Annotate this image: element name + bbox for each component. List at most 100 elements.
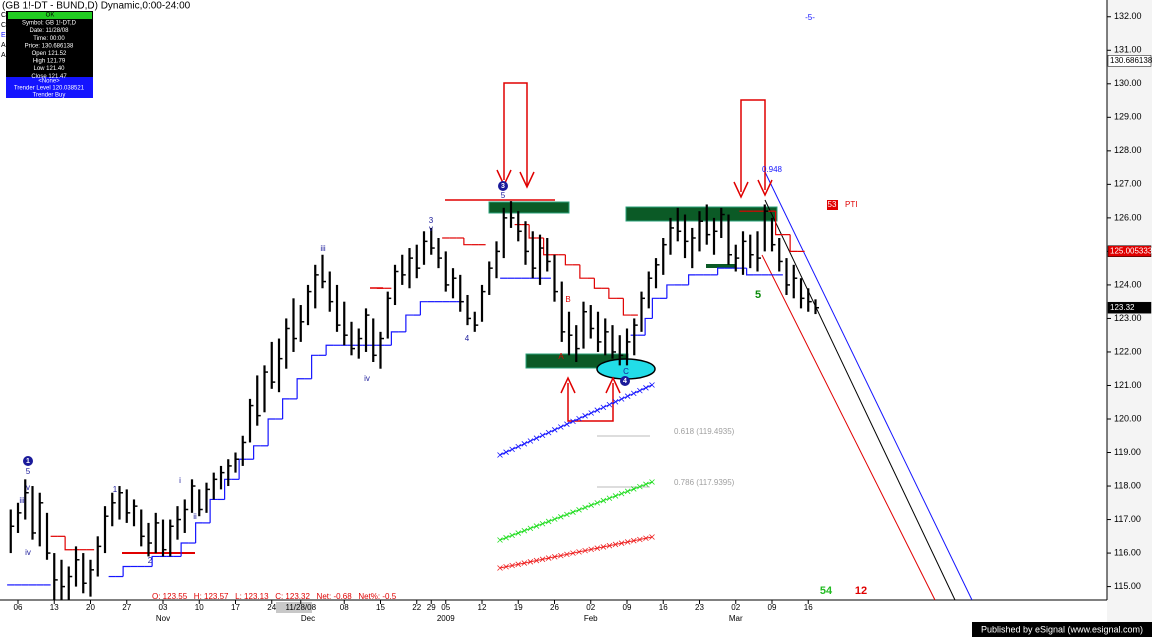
x-tick-label: 15 [376, 603, 385, 612]
channel-line [764, 199, 956, 601]
info-line: Symbol: GB 1!-DT,D [22, 21, 77, 27]
trender-step [195, 522, 203, 544]
annotation: 3 [501, 183, 505, 190]
projection-marks [497, 382, 655, 458]
zone-box [488, 201, 570, 214]
trender-step [688, 274, 696, 285]
trender-step [651, 297, 660, 319]
x-tick-label: 10 [195, 603, 204, 612]
annotation: 0.948 [762, 165, 783, 174]
y-tick-label: 130.00 [1114, 78, 1142, 88]
x-tick-label: 02 [731, 603, 740, 612]
wave-circle [23, 456, 33, 466]
y-tick-label: 124.00 [1114, 279, 1142, 289]
x-tick-label: 26 [550, 603, 559, 612]
trender-step [644, 317, 653, 336]
y-tick-label: 129.00 [1114, 112, 1142, 122]
month-label: Dec [301, 614, 315, 623]
trender-step [564, 254, 573, 266]
trender-step [209, 498, 218, 523]
annotation: 5 [501, 191, 506, 200]
y-tick-label: 126.00 [1114, 212, 1142, 222]
annotation: i [179, 476, 181, 485]
info-line: Price: 130.686138 [25, 43, 74, 49]
info-line: Open 121.52 [32, 51, 67, 57]
trender-step [746, 268, 754, 276]
info-trender-line: Trender Level 120.038521 [14, 86, 85, 92]
info-trender [6, 77, 93, 98]
x-tick-label: 24 [267, 603, 276, 612]
annotation: 53 [828, 200, 837, 209]
annotation: iii [320, 244, 326, 253]
x-tick-label: 22 [412, 603, 421, 612]
cursor-date-box [276, 602, 312, 613]
x-tick-label: 16 [659, 603, 668, 612]
annotation: 12 [855, 585, 867, 597]
info-line: Close 121.47 [31, 74, 67, 80]
y-tick-label: 116.00 [1114, 547, 1141, 557]
info-line: Time: 00:00 [33, 36, 65, 42]
x-tick-label: 08 [340, 603, 349, 612]
price-tag-box [1107, 301, 1152, 314]
month-label: Mar [729, 614, 743, 623]
info-trender-line: <None> [38, 79, 60, 85]
annotation: PTI [845, 200, 857, 209]
annotation: 2 [148, 556, 153, 565]
annotation: 4 [465, 334, 470, 343]
trender-step [622, 298, 631, 316]
annotation: 1 [113, 485, 118, 494]
month-label: 2009 [437, 614, 455, 623]
arrow-head [733, 179, 773, 199]
month-label: Nov [156, 614, 170, 623]
x-tick-label: 03 [159, 603, 168, 612]
trender-step [296, 378, 305, 399]
trender-step [122, 565, 131, 577]
y-tick-label: 132.00 [1114, 11, 1142, 21]
y-tick-label: 131.00 [1114, 45, 1142, 55]
y-tick-label: 121.00 [1114, 380, 1142, 390]
info-line: High 121.79 [33, 59, 66, 65]
x-tick-label: 20 [86, 603, 95, 612]
side-letter: A [1, 42, 6, 49]
trender-step [543, 237, 551, 256]
side-letter: C [1, 22, 6, 29]
price-tag-box [1107, 245, 1152, 257]
annotation: 5 [755, 289, 761, 301]
footer-strip [972, 622, 1152, 637]
x-tick-label: 06 [14, 603, 23, 612]
bar-stats: O: 123.55 H: 123.57 L: 123.13 C: 123.32 … [152, 592, 397, 601]
projection-line [499, 536, 653, 569]
x-tick-label: 29 [427, 603, 436, 612]
x-tick-label: 16 [804, 603, 813, 612]
annotation: 0.786 (117.9395) [674, 478, 735, 487]
annotation: v [429, 224, 433, 233]
trender-step [238, 458, 247, 480]
annotation: 5 [26, 467, 31, 476]
trender-step [325, 344, 334, 356]
info-line: Low 121.40 [33, 66, 65, 72]
y-tick-label: 119.00 [1114, 447, 1141, 457]
annotation: iii [19, 496, 25, 505]
trender-step [717, 267, 725, 275]
trender-step [151, 555, 160, 567]
trender-step [224, 478, 232, 500]
trender-step [267, 418, 276, 446]
trender-step [666, 284, 675, 299]
price-tag: 130.686138 [1110, 56, 1152, 65]
pti-box [827, 200, 838, 210]
trender-step [419, 301, 428, 316]
y-tick-label: 128.00 [1114, 145, 1142, 155]
month-label: Feb [584, 614, 598, 623]
side-letter: E [1, 32, 6, 39]
annotation: 3 [429, 216, 434, 225]
channel-line [761, 254, 936, 601]
channel-line [764, 171, 973, 601]
price-tag: 123.32 [1110, 303, 1135, 312]
y-tick-label: 115.00 [1114, 581, 1141, 591]
trender-step [64, 536, 73, 551]
annotation: A [558, 352, 564, 361]
projection-marks [497, 534, 655, 571]
